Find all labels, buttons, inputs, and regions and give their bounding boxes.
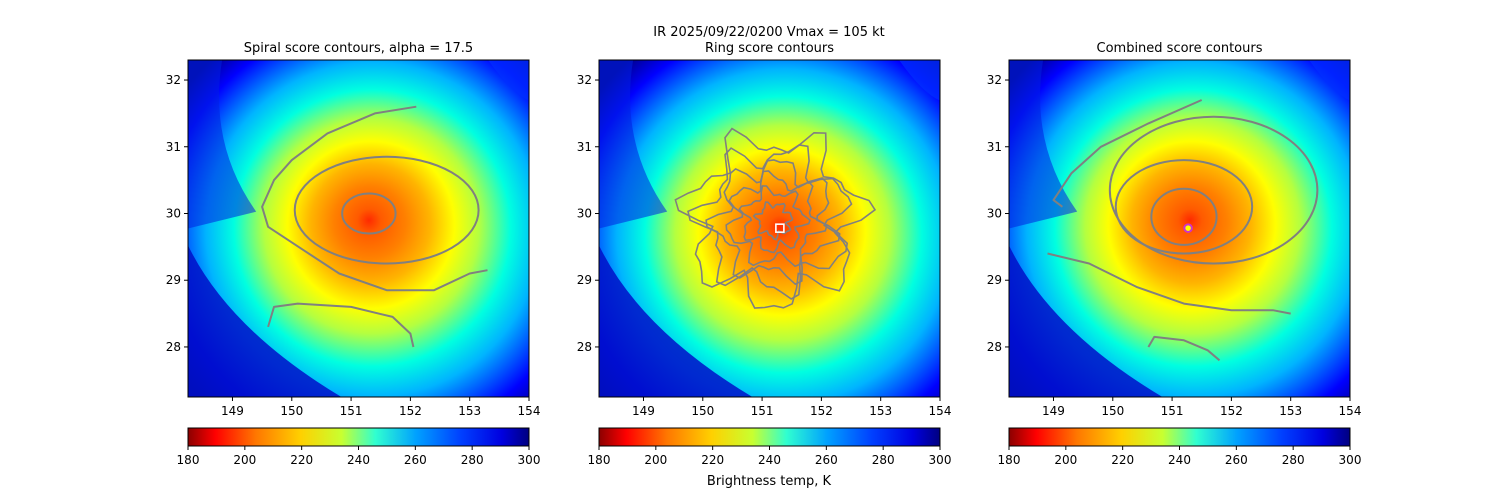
colorbar-tick-label: 240 <box>758 453 781 467</box>
colorbar <box>187 427 530 447</box>
cold-region <box>188 60 257 229</box>
score-contour-inner <box>341 192 397 235</box>
cold-region <box>599 60 668 229</box>
y-tick-label: 28 <box>577 340 592 354</box>
x-tick-label: 149 <box>221 404 244 418</box>
plot-area <box>599 60 940 397</box>
colorbar-tick-label: 240 <box>347 453 370 467</box>
plot-area <box>1009 60 1350 397</box>
cold-region <box>1309 60 1350 101</box>
colorbar-tick-label: 280 <box>461 453 484 467</box>
ring-score-contour <box>705 159 841 286</box>
cold-region <box>599 245 753 397</box>
colorbar-tick-label: 200 <box>233 453 256 467</box>
x-tick-label: 150 <box>1101 404 1124 418</box>
panel-title: Combined score contours <box>1097 41 1263 56</box>
colorbar-tick-label: 280 <box>1282 453 1305 467</box>
x-tick-label: 149 <box>632 404 655 418</box>
colorbar <box>598 427 941 447</box>
cold-region <box>188 245 342 397</box>
spiral-band-contour <box>1147 335 1221 362</box>
x-tick-label: 152 <box>1220 404 1243 418</box>
colorbar-tick-label: 200 <box>1054 453 1077 467</box>
cold-region <box>1009 245 1163 397</box>
y-tick-label: 32 <box>166 73 181 87</box>
y-tick-label: 30 <box>577 206 592 220</box>
x-tick-label: 153 <box>869 404 892 418</box>
y-tick-label: 31 <box>166 140 181 154</box>
axes-frame <box>1008 59 1351 398</box>
y-tick-label: 28 <box>166 340 181 354</box>
y-tick-label: 29 <box>577 273 592 287</box>
cold-region <box>1009 60 1078 229</box>
colorbar-tick-label: 220 <box>701 453 724 467</box>
x-tick-label: 150 <box>280 404 303 418</box>
spiral-band-contour <box>261 105 488 292</box>
chart-panel-1: Spiral score contours, alpha = 17.5 149 15… <box>166 41 541 467</box>
ring-score-contour <box>687 144 853 300</box>
score-contour-inner <box>1150 187 1218 246</box>
x-tick-label: 150 <box>691 404 714 418</box>
colorbar-tick-label: 280 <box>872 453 895 467</box>
x-tick-label: 149 <box>1042 404 1065 418</box>
colorbar-tick-label: 300 <box>929 453 952 467</box>
ring-center-marker <box>775 223 785 233</box>
ring-score-contour <box>674 127 877 309</box>
figure-suptitle: IR 2025/09/22/0200 Vmax = 105 kt <box>653 25 884 40</box>
x-tick-label: 154 <box>1339 404 1362 418</box>
colorbar-tick-label: 220 <box>1111 453 1134 467</box>
x-tick-label: 151 <box>340 404 363 418</box>
combined-center-marker <box>1183 223 1193 233</box>
y-tick-label: 30 <box>987 206 1002 220</box>
x-tick-label: 152 <box>810 404 833 418</box>
x-tick-label: 151 <box>751 404 774 418</box>
score-contour-outer <box>293 155 480 265</box>
colorbar-tick-label: 200 <box>644 453 667 467</box>
plot-area <box>188 60 529 397</box>
spiral-band-contour <box>1052 99 1203 208</box>
score-contour-outer <box>1108 115 1319 265</box>
x-tick-label: 153 <box>458 404 481 418</box>
cold-region <box>488 60 529 101</box>
colorbar-tick-label: 180 <box>998 453 1021 467</box>
y-tick-label: 32 <box>577 73 592 87</box>
colorbar-tick-label: 220 <box>290 453 313 467</box>
y-tick-label: 28 <box>987 340 1002 354</box>
y-tick-label: 31 <box>987 140 1002 154</box>
y-tick-label: 29 <box>166 273 181 287</box>
spiral-band-contour <box>267 302 415 348</box>
y-tick-label: 29 <box>987 273 1002 287</box>
colorbar-tick-label: 180 <box>177 453 200 467</box>
colorbar-tick-label: 260 <box>404 453 427 467</box>
x-tick-label: 154 <box>518 404 541 418</box>
y-tick-label: 31 <box>577 140 592 154</box>
colorbar-tick-label: 260 <box>815 453 838 467</box>
x-tick-label: 154 <box>929 404 952 418</box>
y-tick-label: 32 <box>987 73 1002 87</box>
spiral-band-contour <box>1047 252 1291 315</box>
colorbar-tick-label: 180 <box>588 453 611 467</box>
x-tick-label: 152 <box>399 404 422 418</box>
score-contour-middle <box>1114 159 1254 255</box>
colorbar-tick-label: 260 <box>1225 453 1248 467</box>
axes-frame <box>598 59 941 398</box>
colorbar-tick-label: 300 <box>1339 453 1362 467</box>
x-tick-label: 153 <box>1279 404 1302 418</box>
ring-score-contour <box>738 185 811 254</box>
panel-title: Ring score contours <box>705 41 834 56</box>
chart-panel-3: Combined score contours 149 150 151 152 153 15… <box>987 41 1362 467</box>
colorbar <box>1008 427 1351 447</box>
y-tick-label: 30 <box>166 206 181 220</box>
axes-frame <box>187 59 530 398</box>
chart-panel-2: Ring score contours 149 150 151 152 153 154 28 2… <box>577 41 952 467</box>
colorbar-tick-label: 240 <box>1168 453 1191 467</box>
cold-region <box>899 60 940 101</box>
colorbar-tick-label: 300 <box>518 453 541 467</box>
colorbar-label: Brightness temp, K <box>707 474 832 489</box>
panel-title: Spiral score contours, alpha = 17.5 <box>244 41 473 56</box>
x-tick-label: 151 <box>1161 404 1184 418</box>
